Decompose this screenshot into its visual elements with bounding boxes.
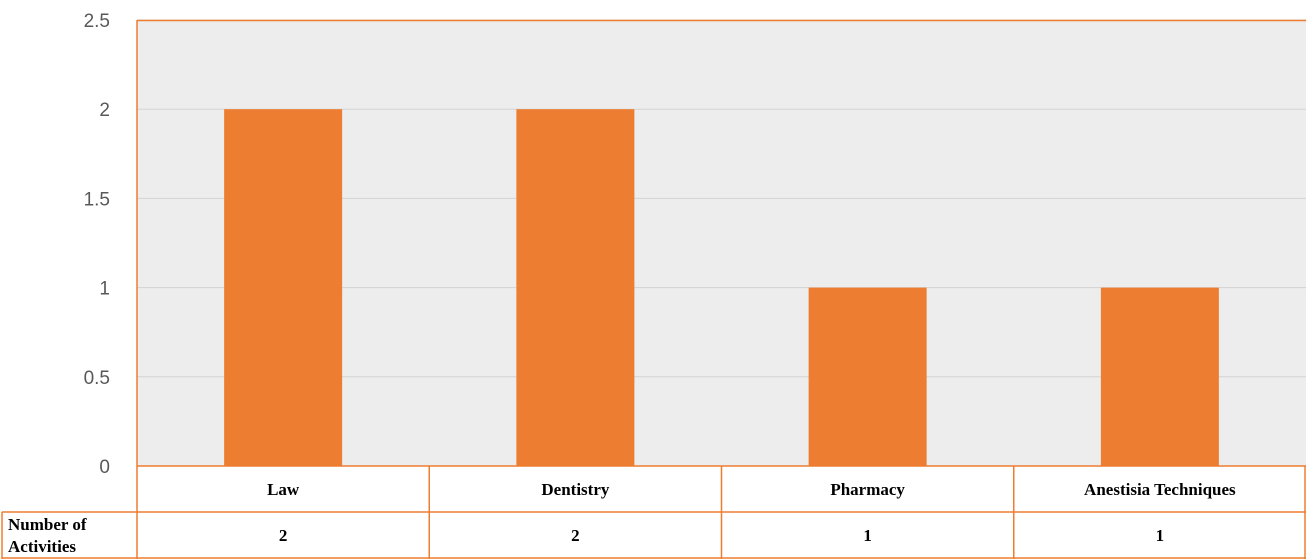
bars bbox=[224, 109, 1219, 466]
table-row-label: Activities bbox=[8, 537, 76, 556]
y-axis: 0 0.5 1 1.5 2 2.5 bbox=[84, 11, 110, 478]
y-tick-label: 0.5 bbox=[84, 368, 110, 389]
table-cell-value: 2 bbox=[571, 526, 580, 545]
table-row-label: Number of bbox=[8, 515, 87, 534]
y-tick-label: 1 bbox=[99, 279, 110, 300]
y-tick-label: 0 bbox=[99, 457, 110, 478]
category-label: Law bbox=[267, 480, 300, 499]
data-table: Law 2 Dentistry 2 Pharmacy 1 Anestisia Techniq… bbox=[1, 465, 1306, 559]
y-tick-label: 2.5 bbox=[84, 11, 110, 32]
bar-law bbox=[224, 109, 343, 466]
category-label: Dentistry bbox=[541, 480, 609, 499]
table-cell-value: 1 bbox=[863, 526, 872, 545]
table-cell-value: 2 bbox=[279, 526, 288, 545]
bar-dentistry bbox=[516, 109, 635, 466]
bar-pharmacy bbox=[808, 287, 927, 466]
category-label: Pharmacy bbox=[830, 480, 905, 499]
y-tick-label: 2 bbox=[99, 100, 110, 121]
table-cell-value: 1 bbox=[1156, 526, 1165, 545]
category-label: Anestisia Techniques bbox=[1084, 480, 1236, 499]
bar-anestisia-techniques bbox=[1100, 287, 1219, 466]
y-tick-label: 1.5 bbox=[84, 189, 110, 210]
